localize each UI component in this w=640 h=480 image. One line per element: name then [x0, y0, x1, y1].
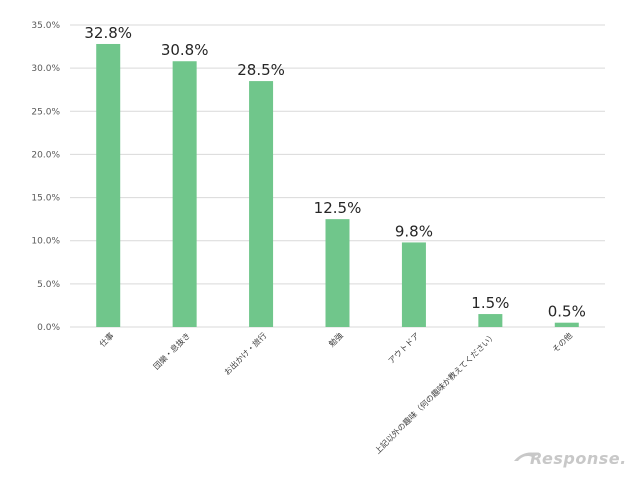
y-tick-label: 10.0% [31, 237, 60, 247]
data-label: 12.5% [314, 199, 362, 217]
category-label: 仕事 [97, 330, 115, 348]
data-label: 9.8% [395, 222, 433, 240]
y-tick-label: 30.0% [31, 64, 60, 74]
category-label: 上記以外の趣味（何の趣味か教えてください） [372, 330, 497, 455]
bar [401, 242, 426, 327]
data-label: 32.8% [84, 24, 132, 42]
x-axis-categories: 仕事 団欒・息抜き お出かけ・旅行 勉強 アウトドア上記以外の趣味（何の趣味か教えてくだ… [97, 330, 574, 455]
bar [554, 322, 579, 327]
y-tick-label: 0.0% [37, 323, 60, 333]
bar [478, 314, 503, 327]
category-label: 勉強 [327, 330, 345, 348]
watermark-text: Response. [530, 449, 627, 468]
y-tick-label: 35.0% [31, 21, 60, 31]
bar [325, 219, 350, 327]
bar [249, 81, 274, 327]
category-label: 団欒・息抜き [151, 330, 192, 371]
category-label: その他 [550, 330, 574, 354]
y-tick-label: 15.0% [31, 194, 60, 204]
bar [172, 61, 197, 328]
response-logo-swoosh [514, 452, 538, 461]
y-axis-ticks: 0.0% 5.0% 10.0% 15.0% 20.0% 25.0% 30.0% 35.0% [31, 21, 60, 333]
data-label: 28.5% [237, 61, 285, 79]
data-label: 1.5% [471, 294, 509, 312]
bars [96, 43, 579, 328]
category-label: お出かけ・旅行 [222, 330, 269, 377]
data-labels: 32.8% 30.8% 28.5% 12.5% 9.8% 1.5% 0.5% [84, 24, 585, 321]
y-tick-label: 20.0% [31, 150, 60, 160]
data-label: 30.8% [161, 41, 209, 59]
y-tick-label: 25.0% [31, 107, 60, 117]
bar [96, 43, 121, 328]
y-tick-label: 5.0% [37, 280, 60, 290]
data-label: 0.5% [548, 303, 586, 321]
category-label: アウトドア [387, 331, 422, 366]
